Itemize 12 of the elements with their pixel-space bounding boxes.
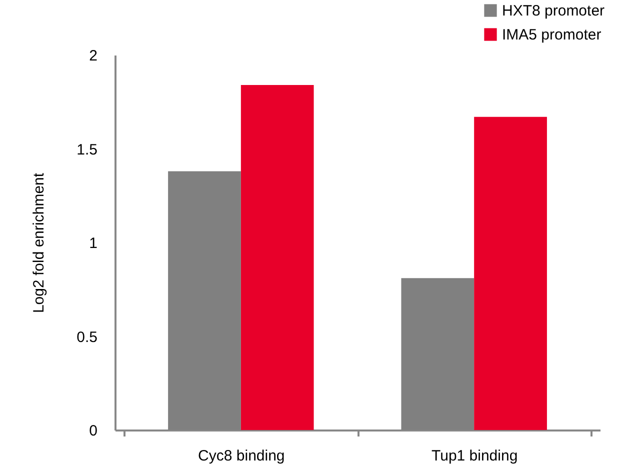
- bar: [240, 85, 314, 430]
- y-tick-label: 1: [89, 235, 98, 252]
- x-tick-label: Cyc8 binding: [198, 448, 285, 464]
- legend-label: IMA5 promoter: [502, 26, 602, 44]
- y-tick-label: 0.5: [76, 328, 98, 346]
- y-tick-label: 1.5: [76, 141, 98, 158]
- bar: [474, 116, 547, 430]
- x-tick-label: Tup1 binding: [431, 448, 518, 464]
- y-tick-label: 0: [89, 422, 98, 440]
- y-axis-title: Log2 fold enrichment: [30, 172, 48, 314]
- y-tick-label: 2: [89, 48, 98, 64]
- legend-label: HXT8 promoter: [502, 2, 605, 20]
